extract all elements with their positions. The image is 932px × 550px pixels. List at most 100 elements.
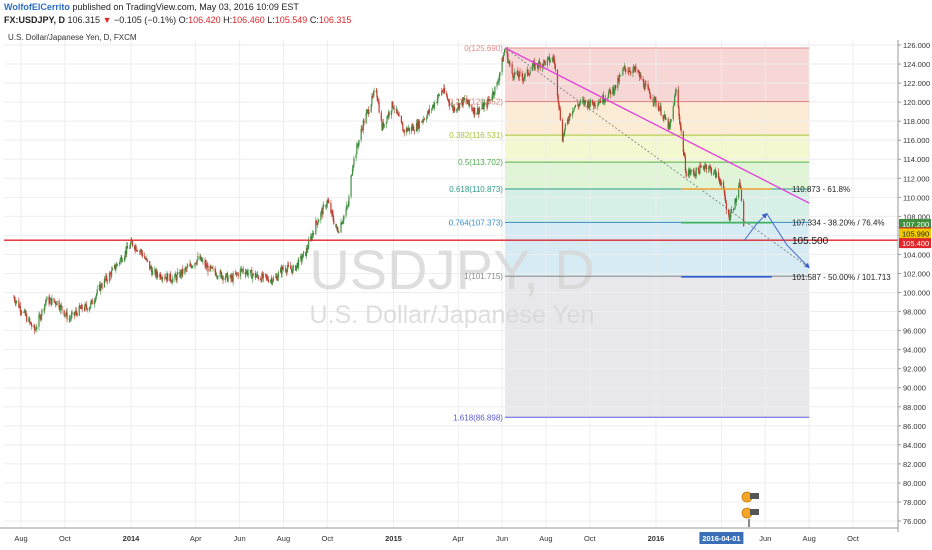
candle-body — [159, 273, 161, 278]
candle-body — [683, 152, 685, 156]
candle-body — [297, 262, 299, 268]
candle-body — [459, 103, 461, 109]
candle-body — [563, 134, 565, 135]
candle-body — [108, 273, 111, 282]
candle-body — [63, 310, 65, 316]
candle-body — [648, 88, 650, 90]
candle-body — [251, 275, 254, 279]
candle-body — [559, 107, 561, 110]
candle-body — [703, 167, 705, 170]
candle-body — [456, 109, 458, 112]
candle-body — [214, 268, 216, 273]
candle-body — [678, 107, 680, 116]
author-name[interactable]: WolfofElCerrito — [4, 2, 70, 12]
candle-body — [199, 255, 201, 260]
candle-body — [88, 308, 90, 311]
candle-body — [743, 201, 745, 227]
candle-body — [521, 73, 523, 78]
candle-body — [190, 263, 192, 266]
candle-body — [341, 222, 343, 225]
candle-body — [668, 123, 670, 129]
candle-body — [594, 102, 596, 107]
candle-body — [416, 122, 418, 130]
candle-body — [276, 276, 278, 281]
candle-body — [66, 311, 68, 320]
candle-body — [352, 165, 354, 169]
candle-body — [126, 245, 128, 255]
candle-body — [216, 275, 218, 278]
candle-body — [420, 121, 423, 123]
candle-body — [739, 182, 741, 188]
candle-body — [76, 312, 78, 316]
candle-body — [343, 215, 345, 221]
price-axis-bg — [898, 40, 932, 528]
candle-body — [43, 309, 45, 311]
candle-body — [407, 127, 410, 130]
y-tick-label: 76.000 — [903, 517, 926, 526]
candle-body — [342, 220, 344, 222]
candle-body — [116, 263, 118, 265]
candle-body — [277, 272, 280, 278]
candle-body — [569, 113, 571, 121]
candle-body — [25, 314, 27, 316]
candle-body — [121, 260, 123, 262]
candle-body — [172, 278, 174, 283]
candle-body — [482, 103, 484, 108]
candle-body — [250, 270, 252, 271]
candle-body — [356, 144, 358, 155]
candle-body — [377, 97, 379, 102]
candle-body — [537, 66, 539, 68]
candle-body — [338, 232, 340, 233]
event-label-icon — [750, 493, 759, 499]
candle-body — [179, 271, 181, 278]
candle-body — [708, 166, 710, 170]
candle-body — [733, 208, 735, 210]
candle-body — [446, 92, 448, 97]
candle-body — [474, 107, 476, 115]
candle-body — [336, 226, 339, 231]
candle-body — [405, 128, 408, 133]
candle-body — [360, 129, 362, 140]
candle-body — [464, 98, 466, 100]
candle-body — [674, 96, 676, 106]
candle-body — [241, 269, 243, 271]
candle-body — [84, 304, 86, 311]
fib-level-label: 0.236(120.052) — [449, 98, 504, 107]
candle-body — [572, 111, 574, 112]
candle-body — [679, 123, 682, 127]
candle-body — [99, 284, 101, 291]
candle-body — [316, 222, 318, 225]
candle-body — [300, 256, 303, 261]
candle-body — [251, 270, 253, 279]
candle-body — [376, 91, 378, 98]
candle-body — [516, 70, 518, 74]
candle-body — [720, 182, 722, 185]
candle-body — [245, 272, 247, 275]
candle-body — [396, 108, 398, 114]
candle-body — [55, 304, 57, 306]
candle-body — [48, 296, 50, 304]
candle-body — [612, 87, 614, 95]
candle-body — [64, 314, 66, 316]
candle-body — [74, 313, 76, 315]
candle-body — [512, 73, 514, 78]
candle-body — [533, 61, 536, 69]
candle-body — [69, 318, 71, 320]
candle-body — [162, 277, 164, 280]
candle-body — [70, 318, 72, 320]
candle-body — [70, 314, 72, 319]
y-tick-label: 80.000 — [903, 479, 926, 488]
candle-body — [46, 296, 48, 301]
candle-body — [65, 311, 67, 315]
candle-body — [134, 246, 136, 250]
candle-body — [128, 247, 131, 249]
candle-body — [240, 269, 242, 270]
candle-body — [689, 172, 692, 175]
candle-body — [60, 305, 62, 307]
candle-body — [698, 170, 700, 174]
cursor-date-badge — [699, 532, 744, 544]
candle-body — [592, 99, 594, 105]
candle-body — [547, 57, 549, 59]
candle-body — [643, 87, 646, 90]
